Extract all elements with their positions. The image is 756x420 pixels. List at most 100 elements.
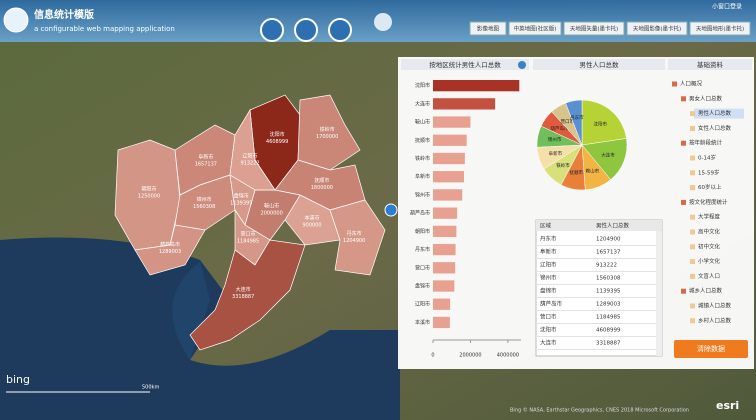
tree-node[interactable]: 女性人口总数 — [698, 124, 732, 132]
bar[interactable] — [433, 207, 458, 219]
tree-icon — [681, 140, 686, 146]
table-cell: 1560308 — [596, 276, 621, 282]
basemap-button[interactable] — [469, 21, 507, 36]
y-tick-label: 鞍山市 — [415, 119, 430, 126]
city-name: 沈阳市 — [270, 131, 285, 138]
y-tick-label: 营口市 — [415, 264, 430, 271]
pie-slice[interactable] — [581, 99, 627, 146]
basemap-button[interactable] — [626, 21, 688, 36]
city-name: 鞍山市 — [264, 203, 279, 210]
pie-slice[interactable] — [565, 99, 583, 146]
pie-label: 营口市 — [561, 118, 575, 125]
city-region[interactable] — [189, 239, 306, 351]
bar[interactable] — [433, 189, 463, 201]
tree-node[interactable]: 文盲人口 — [698, 272, 720, 280]
bar[interactable] — [433, 152, 465, 165]
tree-icon — [672, 81, 677, 87]
clear-button-label[interactable]: 清除数据 — [697, 344, 725, 353]
tree-node[interactable]: 小学文化 — [698, 257, 721, 265]
city-value: 913222 — [240, 161, 259, 167]
basemap-button-label[interactable]: 天地图影像(墨卡托) — [633, 25, 681, 33]
tree-node[interactable]: 大学程度 — [698, 213, 721, 221]
table-cell: 1657137 — [596, 250, 621, 256]
pie-label: 铁岭市 — [556, 162, 570, 169]
sidebar-title: 基础资料 — [697, 60, 724, 69]
table-cell: 沈阳市 — [540, 326, 557, 334]
city-region[interactable] — [134, 224, 206, 276]
panel-toggle[interactable] — [384, 203, 398, 217]
tree-icon — [690, 125, 695, 131]
y-tick-label: 辽阳市 — [415, 301, 430, 308]
city-value: 1184985 — [237, 239, 259, 245]
city-value: 4608999 — [266, 139, 288, 145]
tree-node[interactable]: 60岁以上 — [698, 183, 722, 191]
city-name: 抚顺市 — [314, 177, 329, 184]
pie-slice[interactable] — [581, 138, 628, 181]
basemap-button-label[interactable]: 影像地图 — [477, 25, 500, 33]
city-region[interactable] — [114, 139, 181, 251]
table-cell: 913222 — [596, 263, 617, 269]
tree-node[interactable]: 乡村人口总数 — [698, 316, 732, 324]
login-link[interactable]: 小窗口登录 — [712, 3, 742, 11]
basemap-button[interactable] — [508, 21, 562, 36]
tree-icon — [690, 303, 695, 309]
pie-label: 阜新市 — [549, 150, 563, 157]
tree-node[interactable]: 男女人口总数 — [689, 94, 723, 102]
city-value: 2000000 — [261, 211, 283, 217]
collapse-icon[interactable] — [518, 61, 526, 69]
table-cell: 辽阳市 — [540, 261, 557, 269]
selected-node — [694, 108, 744, 119]
bar[interactable] — [433, 116, 471, 128]
table-cell: 1139395 — [596, 289, 621, 295]
y-tick-label: 抚顺市 — [415, 137, 430, 144]
scale-label: 500km — [142, 385, 159, 391]
tree-node[interactable]: 城镇人口总数 — [698, 302, 732, 310]
tree-node[interactable]: 城乡人口总数 — [689, 287, 723, 295]
basemap-button[interactable] — [563, 21, 625, 36]
tree-node[interactable]: 按文化程度统计 — [689, 198, 728, 206]
basemap-button-label[interactable]: 天地图矢量(墨卡托) — [570, 25, 618, 33]
basemap-button-label[interactable]: 中英地图(社区版) — [514, 25, 557, 33]
y-tick-label: 本溪市 — [415, 319, 430, 326]
tree-node[interactable]: 人口概况 — [680, 80, 703, 88]
tree-node[interactable]: 按年龄段统计 — [689, 139, 723, 147]
app-subtitle: a configurable web mapping application — [34, 25, 175, 33]
bar[interactable] — [433, 298, 451, 310]
tree-node[interactable]: 男性人口总数 — [698, 109, 732, 117]
chart-title: 按地区统计男性人口总数 — [429, 60, 501, 69]
bar[interactable] — [433, 225, 457, 238]
tree-node[interactable]: 初中文化 — [698, 242, 721, 250]
tree-icon — [690, 229, 695, 235]
bar[interactable] — [433, 243, 456, 256]
bar[interactable] — [433, 316, 450, 329]
city-name: 本溪市 — [304, 215, 319, 222]
table-header — [536, 220, 662, 231]
bar[interactable] — [433, 280, 455, 292]
clear-button[interactable] — [674, 340, 748, 358]
tree-node[interactable]: 高中文化 — [698, 228, 721, 236]
tree-node[interactable]: 15-59岁 — [698, 168, 719, 176]
city-region[interactable] — [329, 199, 386, 276]
chart-title: 男性人口总数 — [580, 60, 620, 69]
tree-icon — [681, 199, 686, 205]
city-value: 1139395 — [230, 201, 252, 207]
city-value: 1560308 — [193, 204, 215, 210]
tree-icon — [690, 214, 695, 220]
tree-node[interactable]: 0-14岁 — [698, 154, 716, 162]
city-name: 营口市 — [240, 231, 255, 238]
pie-label: 沈阳市 — [593, 120, 607, 127]
bar[interactable] — [433, 262, 456, 274]
bar[interactable] — [433, 134, 467, 146]
city-name: 辽阳市 — [242, 153, 257, 160]
pie-label: 葫芦岛市 — [551, 125, 569, 132]
scrollbar[interactable] — [656, 231, 662, 356]
basemap-button[interactable] — [689, 21, 751, 36]
tree-icon — [690, 244, 695, 250]
table-cell: 大连市 — [540, 339, 557, 347]
bar[interactable] — [433, 80, 520, 92]
basemap-button-label[interactable]: 天地图地形(墨卡托) — [696, 25, 744, 33]
attribution: Bing © NASA, Earthstar Geographics, CNES… — [510, 407, 689, 414]
bar[interactable] — [433, 171, 465, 183]
bar[interactable] — [433, 98, 496, 110]
